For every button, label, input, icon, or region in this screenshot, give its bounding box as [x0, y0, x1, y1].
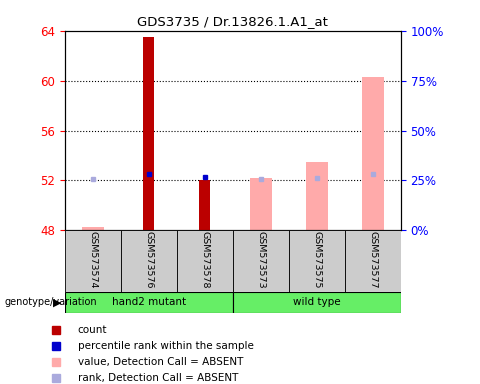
Text: percentile rank within the sample: percentile rank within the sample: [78, 341, 253, 351]
Text: wild type: wild type: [293, 297, 341, 308]
Bar: [289, 230, 345, 292]
Text: genotype/variation: genotype/variation: [5, 297, 97, 308]
Bar: [199, 180, 210, 230]
Bar: [144, 37, 154, 230]
Bar: [233, 230, 289, 292]
Bar: [233, 292, 401, 313]
Bar: [65, 292, 233, 313]
Bar: [250, 178, 272, 230]
Text: GSM573573: GSM573573: [256, 231, 265, 289]
Bar: [121, 230, 177, 292]
Text: GSM573578: GSM573578: [200, 231, 209, 289]
Bar: [345, 230, 401, 292]
Bar: [65, 230, 121, 292]
Text: GSM573577: GSM573577: [368, 231, 377, 289]
Text: GSM573575: GSM573575: [312, 231, 321, 289]
Text: rank, Detection Call = ABSENT: rank, Detection Call = ABSENT: [78, 373, 238, 383]
Text: GSM573574: GSM573574: [88, 231, 97, 289]
Bar: [177, 230, 233, 292]
Text: hand2 mutant: hand2 mutant: [112, 297, 186, 308]
Bar: [306, 162, 327, 230]
Text: GSM573576: GSM573576: [144, 231, 153, 289]
Bar: [82, 227, 104, 230]
Text: count: count: [78, 325, 107, 335]
Text: ▶: ▶: [53, 297, 61, 308]
Title: GDS3735 / Dr.13826.1.A1_at: GDS3735 / Dr.13826.1.A1_at: [137, 15, 328, 28]
Bar: [362, 77, 384, 230]
Text: value, Detection Call = ABSENT: value, Detection Call = ABSENT: [78, 357, 243, 367]
